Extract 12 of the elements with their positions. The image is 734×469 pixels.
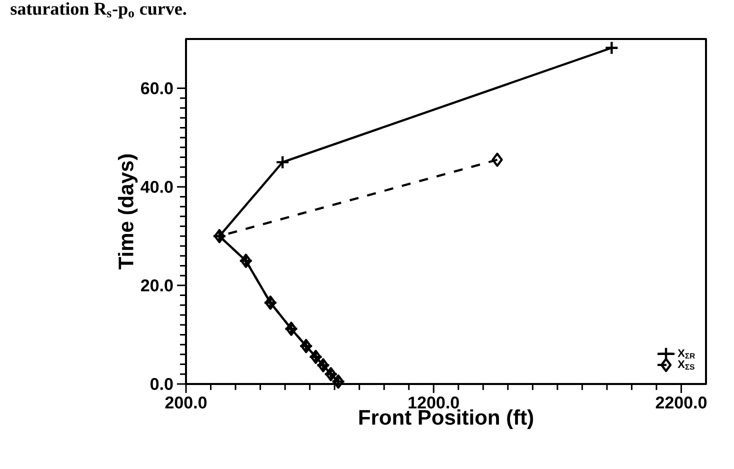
legend-label: X$_{ΣR}$: [678, 349, 695, 359]
y-tick-label: 20.0: [140, 279, 173, 292]
legend-label: X$_{ΣS}$: [678, 360, 694, 370]
text: saturation R$_{s}$-p$_{o}$ curve.: [10, 2, 186, 19]
x-tick-label: 2200.0: [656, 396, 707, 409]
x-axis-title: Front Position (ft): [359, 409, 534, 429]
y-tick-label: 40.0: [140, 180, 173, 193]
x-tick-label: 200.0: [165, 396, 207, 409]
x-tick-label: 1200.0: [408, 396, 459, 409]
y-tick-label: 0.0: [150, 378, 173, 390]
y-axis-title: Time (days): [118, 154, 138, 270]
y-tick-label: 60.0: [141, 82, 173, 94]
